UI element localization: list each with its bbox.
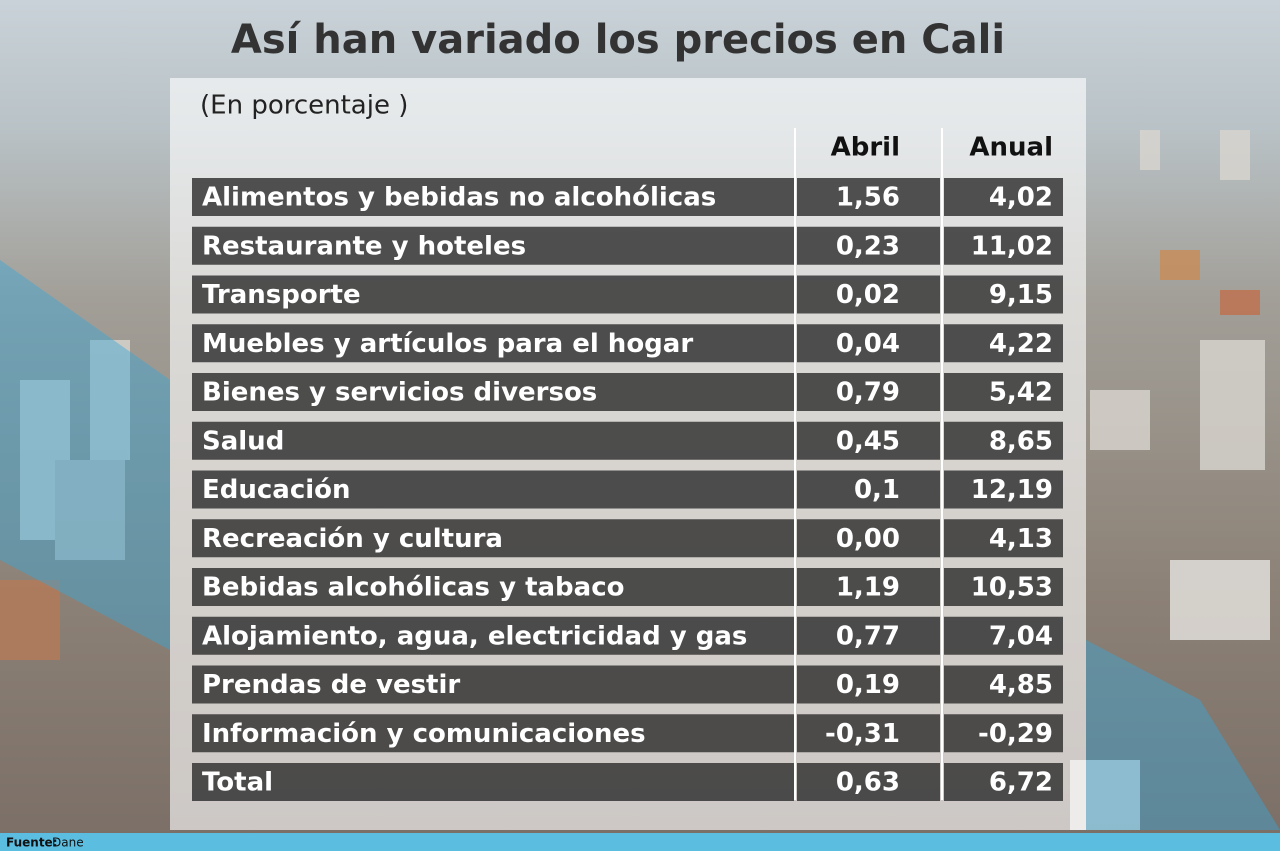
anual-value: 7,04	[989, 621, 1053, 651]
row-background	[797, 714, 940, 753]
anual-value: 6,72	[989, 768, 1053, 798]
table-rows: Alimentos y bebidas no alcohólicas 1,56 4,…	[192, 178, 1063, 801]
row-label: Alojamiento, agua, electricidad y gas	[202, 621, 747, 651]
column-header: Abril	[831, 133, 900, 163]
row-background	[797, 421, 940, 460]
abril-value: 0,04	[836, 329, 900, 359]
row-background	[192, 568, 794, 606]
anual-value: 4,85	[989, 670, 1053, 700]
row-background	[192, 178, 794, 216]
row-label: Bienes y servicios diversos	[202, 378, 597, 408]
abril-value: 0,00	[836, 524, 900, 554]
row-background	[192, 226, 794, 265]
row-label: Total	[202, 768, 273, 798]
row-background	[797, 519, 940, 558]
row-label: Información y comunicaciones	[202, 719, 646, 749]
title: Así han variado los precios en Cali	[231, 17, 1005, 63]
row-label: Transporte	[202, 280, 361, 310]
anual-value: 4,22	[989, 329, 1053, 359]
row-background	[797, 226, 940, 265]
row-background	[797, 470, 940, 509]
abril-value: 1,56	[836, 183, 900, 213]
row-background	[944, 665, 1063, 704]
row-background	[944, 421, 1063, 460]
row-background	[797, 275, 940, 314]
row-background	[944, 568, 1063, 606]
column-header: Anual	[969, 133, 1053, 163]
row-background	[797, 568, 940, 606]
anual-value: -0,29	[978, 719, 1053, 749]
footer-source: Dane	[52, 836, 84, 850]
anual-value: 5,42	[989, 378, 1053, 408]
row-background	[944, 178, 1063, 216]
abril-value: 0,45	[836, 426, 900, 456]
row-background	[944, 373, 1063, 411]
row-background	[944, 324, 1063, 363]
row-background	[192, 421, 794, 460]
row-label: Salud	[202, 426, 284, 456]
row-label: Restaurante y hoteles	[202, 231, 526, 261]
anual-value: 4,13	[989, 524, 1053, 554]
anual-value: 4,02	[989, 183, 1053, 213]
abril-value: 0,79	[836, 378, 900, 408]
row-background	[797, 616, 940, 655]
abril-value: -0,31	[825, 719, 900, 749]
row-background	[192, 324, 794, 363]
row-background	[944, 714, 1063, 753]
abril-value: 0,23	[836, 231, 900, 261]
row-background	[944, 275, 1063, 314]
subtitle: (En porcentaje )	[200, 91, 408, 121]
footer-bar	[0, 833, 1280, 851]
row-label: Muebles y artículos para el hogar	[202, 329, 693, 359]
row-background	[944, 226, 1063, 265]
row-background	[944, 470, 1063, 509]
abril-value: 0,63	[836, 768, 900, 798]
row-background	[797, 763, 940, 801]
row-label: Recreación y cultura	[202, 524, 503, 554]
row-label: Prendas de vestir	[202, 670, 460, 700]
row-background	[192, 519, 794, 558]
decor-left	[0, 260, 170, 650]
row-background	[944, 763, 1063, 801]
row-background	[192, 665, 794, 704]
row-background	[192, 763, 794, 801]
row-background	[797, 373, 940, 411]
row-background	[192, 714, 794, 753]
row-background	[192, 616, 794, 655]
footer-label: Fuente:	[6, 836, 58, 850]
abril-value: 1,19	[836, 573, 900, 603]
anual-value: 12,19	[971, 475, 1053, 505]
row-label: Educación	[202, 475, 351, 505]
row-background	[797, 324, 940, 363]
row-background	[944, 519, 1063, 558]
anual-value: 11,02	[971, 231, 1053, 261]
row-label: Alimentos y bebidas no alcohólicas	[202, 183, 716, 213]
row-label: Bebidas alcohólicas y tabaco	[202, 573, 624, 603]
row-background	[797, 178, 940, 216]
abril-value: 0,1	[854, 475, 900, 505]
row-background	[797, 665, 940, 704]
abril-value: 0,77	[836, 621, 900, 651]
row-background	[944, 616, 1063, 655]
abril-value: 0,02	[836, 280, 900, 310]
row-background	[192, 275, 794, 314]
row-background	[192, 373, 794, 411]
anual-value: 8,65	[989, 426, 1053, 456]
anual-value: 9,15	[989, 280, 1053, 310]
row-background	[192, 470, 794, 509]
anual-value: 10,53	[971, 573, 1053, 603]
decor-right	[1086, 640, 1280, 830]
abril-value: 0,19	[836, 670, 900, 700]
